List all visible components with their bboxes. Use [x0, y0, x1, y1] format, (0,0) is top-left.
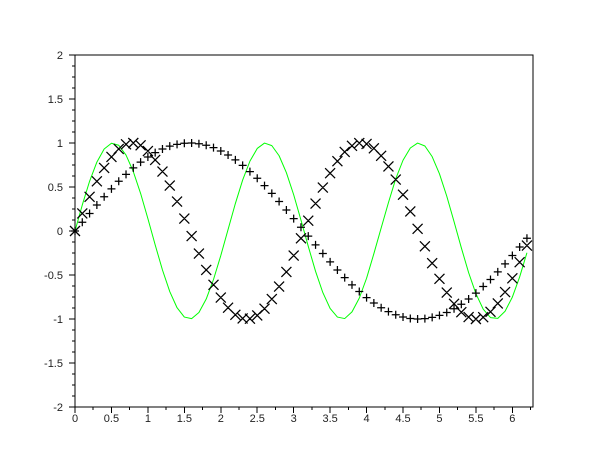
x-tick-label: 3: [291, 413, 297, 425]
y-tick-label: -0.5: [44, 270, 63, 282]
x-tick-label: 2: [218, 413, 224, 425]
x-tick-label: 4: [364, 413, 370, 425]
y-tick-label: 2: [57, 50, 63, 62]
x-tick-label: 0.5: [104, 413, 119, 425]
series-markers-sin-2x-cross: [69, 137, 533, 325]
y-axis: -2 -1.5 -1 -0.5 0 0.5 1 1.5 2: [44, 50, 75, 414]
y-tick-label: -1: [53, 314, 63, 326]
y-tick-label: 1.5: [48, 94, 63, 106]
x-tick-label: 3.5: [322, 413, 337, 425]
x-tick-label: 1: [145, 413, 151, 425]
x-tick-label: 2.5: [250, 413, 265, 425]
y-tick-label: 0: [57, 226, 63, 238]
series-line-sin-3x: [74, 142, 528, 320]
y-tick-label: 1: [57, 138, 63, 150]
y-tick-label: -1.5: [44, 358, 63, 370]
plot-root: 0 0.5 1 1.5 2 2.5 3 3.5 4 4.5 5 5.5 6 -2 -1.5 -1 -0.5 0 0.…: [44, 50, 534, 425]
x-tick-label: 5: [436, 413, 442, 425]
y-tick-label: -2: [53, 402, 63, 414]
x-tick-label: 4.5: [395, 413, 410, 425]
x-axis: 0 0.5 1 1.5 2 2.5 3 3.5 4 4.5 5 5.5 6: [72, 407, 532, 425]
x-tick-label: 1.5: [177, 413, 192, 425]
x-tick-label: 0: [72, 413, 78, 425]
x-tick-label: 5.5: [468, 413, 483, 425]
x-tick-label: 6: [509, 413, 515, 425]
y-tick-label: 0.5: [48, 182, 63, 194]
